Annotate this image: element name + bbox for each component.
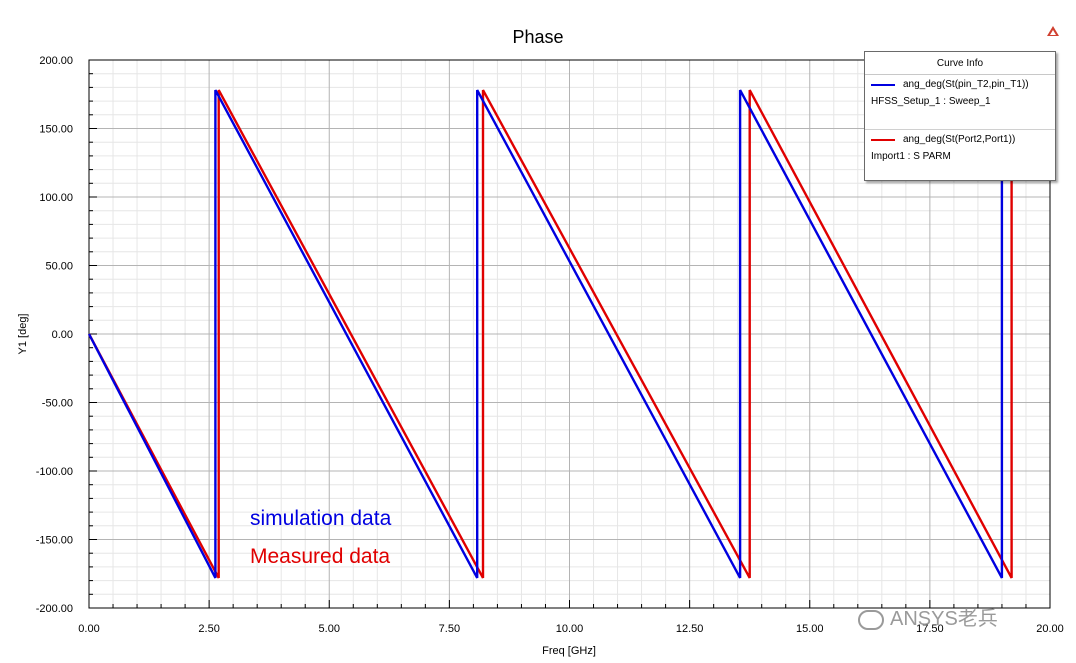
x-tick-label: 10.00 [556,623,584,635]
wechat-icon [858,609,884,630]
x-tick-labels: 0.00 2.50 5.00 7.50 10.00 12.50 15.00 17.50 20.0… [78,623,1063,635]
chart-title: Phase [512,27,564,47]
x-tick-label: 0.00 [78,623,99,635]
y-tick-label: -100.00 [36,466,73,478]
watermark-text: ANSYS老兵 [890,608,998,630]
legend-series-name: ang_deg(St(Port2,Port1)) [903,134,1016,145]
y-tick-label: 0.00 [52,329,73,341]
legend-entry-measured[interactable]: ang_deg(St(Port2,Port1)) Import1 : S PAR… [865,129,1055,184]
series-line-measured [87,89,1013,579]
legend-series-source: Import1 : S PARM [871,151,951,162]
x-tick-label: 12.50 [676,623,704,635]
series-line-simulation [87,89,1004,579]
legend-entry-simulation[interactable]: ang_deg(St(pin_T2,pin_T1)) HFSS_Setup_1 … [865,75,1055,129]
y-tick-label: 150.00 [39,124,73,136]
x-tick-label: 17.50 [916,623,944,635]
y-tick-labels: 200.00 150.00 100.00 50.00 0.00 -50.00 -100.00… [36,55,73,615]
x-tick-label: 7.50 [439,623,460,635]
y-tick-label: -150.00 [36,535,73,547]
legend-title: Curve Info [865,52,1055,75]
x-tick-label: 20.00 [1036,623,1064,635]
annotation-measured: Measured data [250,545,391,568]
legend-swatch-blue [871,84,895,86]
legend-swatch-red [871,139,895,141]
curve-info-legend[interactable]: Curve Info ang_deg(St(pin_T2,pin_T1)) HF… [864,51,1056,181]
y-tick-label: 50.00 [45,261,73,273]
y-tick-label: 200.00 [39,55,73,67]
legend-series-source: HFSS_Setup_1 : Sweep_1 [871,96,991,107]
x-tick-label: 2.50 [198,623,219,635]
marker-icon[interactable] [1047,26,1059,36]
x-tick-label: 15.00 [796,623,824,635]
series-layer [87,89,1013,579]
y-axis-label: Y1 [deg] [17,314,29,355]
x-axis-label: Freq [GHz] [542,645,596,657]
legend-series-name: ang_deg(St(pin_T2,pin_T1)) [903,79,1029,90]
y-tick-label: -50.00 [42,398,73,410]
x-tick-label: 5.00 [319,623,340,635]
watermark: ANSYS老兵 [858,602,998,631]
axis-ticks [88,59,1051,609]
y-tick-label: 100.00 [39,192,73,204]
y-tick-label: -200.00 [36,603,73,615]
annotation-simulation: simulation data [250,507,392,530]
